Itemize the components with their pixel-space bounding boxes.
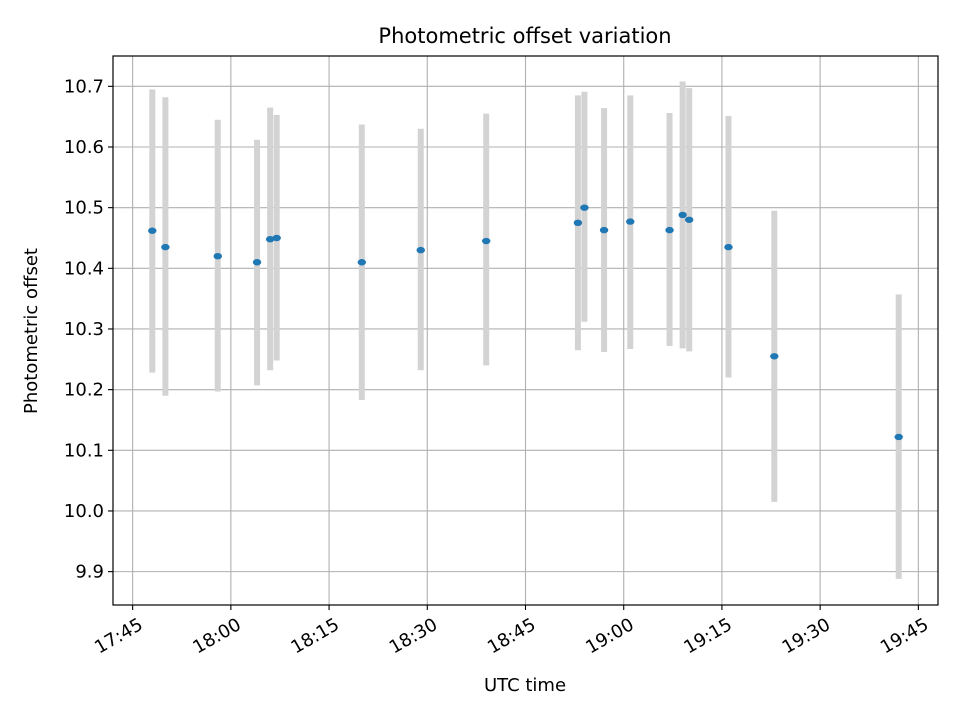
- data-point: [684, 216, 694, 223]
- point-layer: [148, 204, 903, 441]
- y-tick-label: 10.7: [64, 76, 104, 97]
- data-point: [770, 353, 779, 360]
- data-point: [573, 219, 583, 227]
- data-point: [161, 243, 170, 251]
- data-point: [265, 236, 275, 243]
- chart-title: Photometric offset variation: [378, 24, 671, 48]
- data-point: [665, 226, 674, 234]
- y-tick-label: 10.5: [64, 198, 104, 219]
- y-axis-label: Photometric offset: [21, 248, 42, 414]
- x-axis-label: UTC time: [484, 675, 566, 696]
- data-point: [482, 237, 491, 245]
- data-point: [252, 259, 262, 266]
- y-tick-label: 10.0: [64, 501, 104, 522]
- data-point: [626, 218, 635, 225]
- data-point: [580, 204, 589, 211]
- data-point: [894, 433, 903, 441]
- grid-layer: [113, 56, 938, 605]
- data-point: [213, 252, 222, 260]
- data-point: [724, 243, 733, 251]
- data-point: [416, 246, 425, 254]
- data-point: [272, 234, 281, 242]
- y-tick-label: 10.3: [64, 319, 104, 340]
- y-tick-label: 10.6: [64, 137, 104, 158]
- data-point: [678, 211, 687, 219]
- data-point: [148, 227, 157, 234]
- y-tick-label: 9.9: [75, 562, 104, 583]
- y-tick-label: 10.4: [64, 258, 104, 279]
- y-tick-label: 10.1: [64, 440, 104, 461]
- y-tick-label: 10.2: [64, 380, 104, 401]
- data-point: [599, 226, 609, 234]
- data-point: [357, 259, 367, 266]
